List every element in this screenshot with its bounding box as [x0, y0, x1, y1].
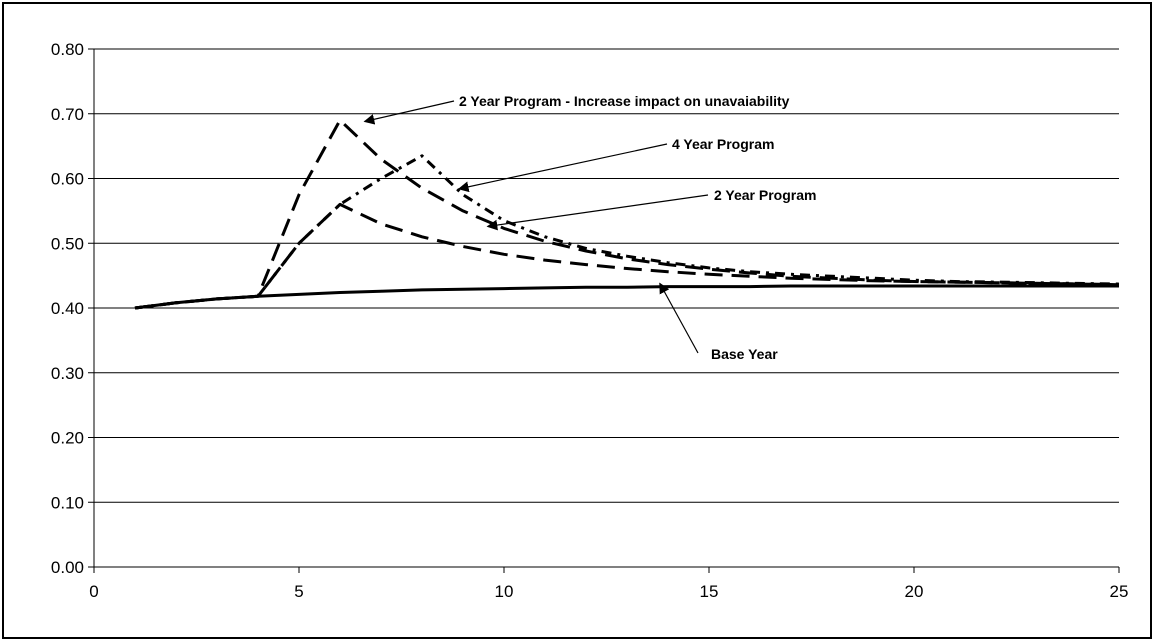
grid-layer — [94, 48, 1119, 503]
line-chart: 0.00 0.10 0.20 0.30 0.40 0.50 0.60 0.70 0.80 0 5 10… — [51, 40, 1129, 601]
series-layer — [134, 118, 1120, 310]
annotation-label-two_year: 2 Year Program — [714, 187, 816, 203]
x-tick-label: 20 — [905, 582, 924, 601]
y-tick-label: 0.10 — [51, 493, 84, 512]
annotation-arrow-four_year — [457, 143, 668, 193]
series-line-two_year_increase — [134, 118, 1120, 310]
annotation-label-two_year_increase: 2 Year Program - Increase impact on unav… — [459, 93, 790, 109]
series-line-base — [134, 284, 1119, 310]
x-tick-label: 5 — [294, 582, 303, 601]
x-tick-label: 15 — [700, 582, 719, 601]
y-tick-label: 0.50 — [51, 234, 84, 253]
y-tick-label: 0.20 — [51, 429, 84, 448]
axis-layer: 0.00 0.10 0.20 0.30 0.40 0.50 0.60 0.70 0.80 0 5 10… — [51, 40, 1129, 601]
y-tick-label: 0.30 — [51, 364, 84, 383]
y-tick-label: 0.60 — [51, 170, 84, 189]
annotation-arrow-two_year — [486, 194, 709, 231]
annotation-arrow-two_year_increase — [363, 100, 455, 125]
y-tick-label: 0.40 — [51, 299, 84, 318]
annotation-layer: 2 Year Program - Increase impact on unav… — [363, 93, 816, 362]
y-tick-label: 0.00 — [51, 558, 84, 577]
annotation-label-four_year: 4 Year Program — [672, 136, 774, 152]
y-tick-label: 0.70 — [51, 105, 84, 124]
x-tick-label: 10 — [495, 582, 514, 601]
y-tick-label: 0.80 — [51, 40, 84, 59]
x-tick-label: 25 — [1110, 582, 1129, 601]
annotation-label-base: Base Year — [711, 346, 778, 362]
annotation-arrow-base — [659, 282, 699, 354]
x-tick-label: 0 — [89, 582, 98, 601]
